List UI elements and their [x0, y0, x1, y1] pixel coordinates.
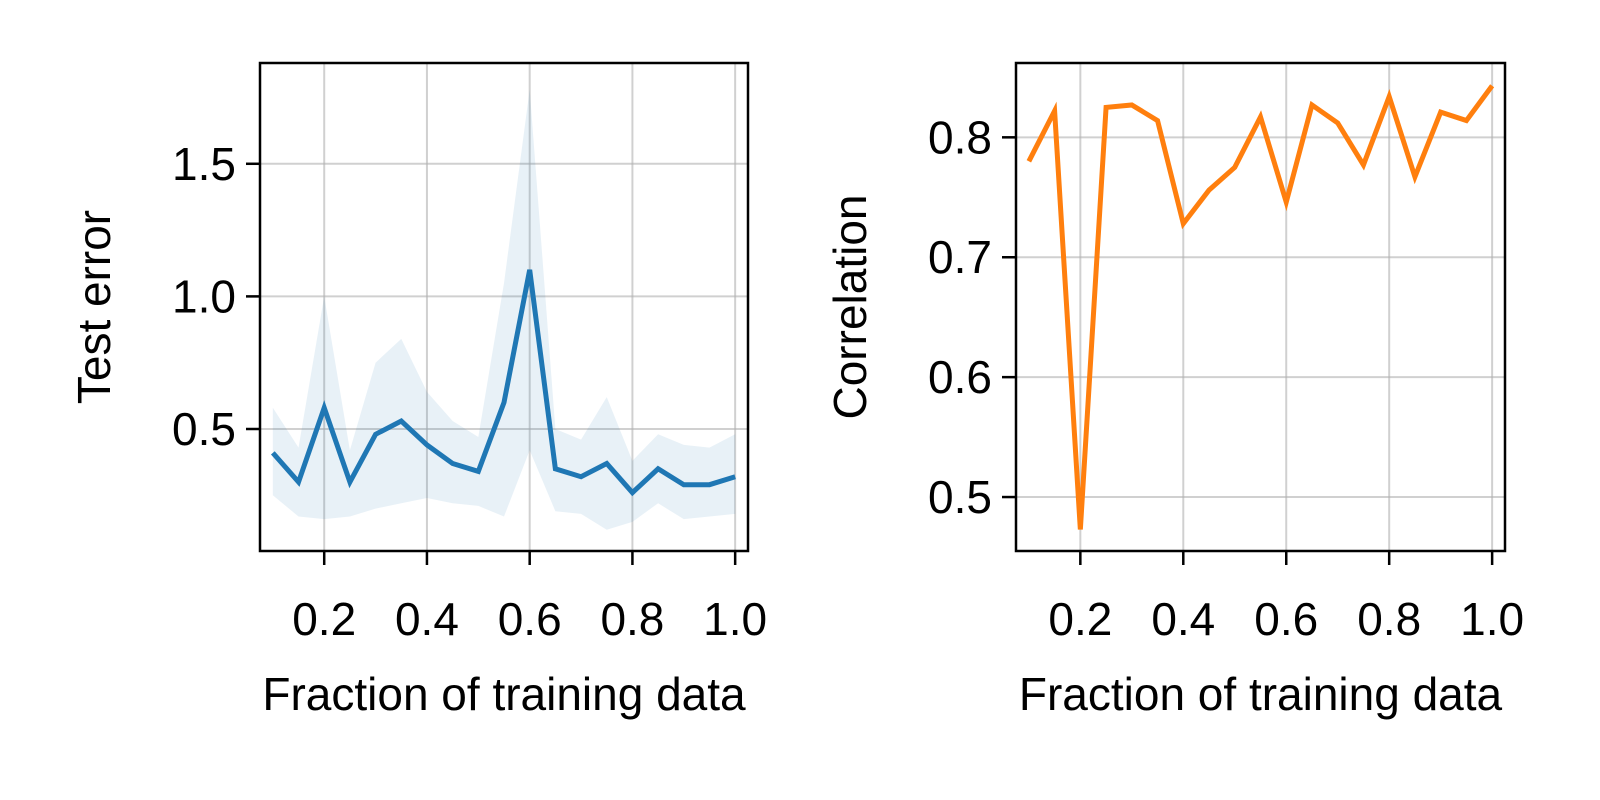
y-axis-title: Test error: [68, 210, 120, 404]
grid-lines: [260, 63, 748, 551]
x-tick-label: 0.6: [498, 593, 562, 645]
x-tick-label: 0.2: [1048, 593, 1112, 645]
plot-frame: [1014, 61, 1507, 553]
x-axis-title: Fraction of training data: [1019, 668, 1503, 720]
y-tick-label: 0.6: [928, 351, 992, 403]
y-tick-label: 1.0: [172, 270, 236, 322]
series-line-layer: [270, 269, 736, 497]
tick-marks: [246, 162, 737, 565]
x-tick-label: 1.0: [1460, 593, 1524, 645]
x-tick-label: 0.8: [1357, 593, 1421, 645]
y-tick-label: 0.5: [172, 403, 236, 455]
error-band: [272, 89, 736, 530]
tick-labels: 0.2 0.4 0.6 0.8 1.0 0.5 1.0 1.5: [172, 138, 767, 645]
x-tick-label: 1.0: [703, 593, 767, 645]
tick-marks: [1002, 136, 1494, 565]
y-axis-title: Correlation: [824, 195, 876, 420]
series-line: [1026, 84, 1495, 530]
y-tick-label: 0.7: [928, 231, 992, 283]
x-tick-label: 0.6: [1254, 593, 1318, 645]
series-line-layer: [1026, 84, 1495, 530]
x-tick-label: 0.2: [292, 593, 356, 645]
y-tick-label: 0.8: [928, 111, 992, 163]
y-tick-label: 1.5: [172, 138, 236, 190]
plot-frame: [258, 61, 750, 553]
test-error-panel: 0.2 0.4 0.6 0.8 1.0 0.5 1.0 1.5 Fraction of tra…: [68, 61, 767, 720]
x-tick-label: 0.4: [395, 593, 459, 645]
x-tick-label: 0.8: [600, 593, 664, 645]
series-line: [270, 269, 736, 497]
x-axis-title: Fraction of training data: [262, 668, 746, 720]
x-tick-label: 0.4: [1151, 593, 1215, 645]
error-band-layer: [272, 89, 736, 530]
correlation-panel: 0.2 0.4 0.6 0.8 1.0 0.5 0.6 0.7 0.8 Fraction of …: [824, 61, 1524, 720]
tick-labels: 0.2 0.4 0.6 0.8 1.0 0.5 0.6 0.7 0.8: [928, 111, 1524, 645]
y-tick-label: 0.5: [928, 471, 992, 523]
grid-lines: [1016, 63, 1505, 551]
